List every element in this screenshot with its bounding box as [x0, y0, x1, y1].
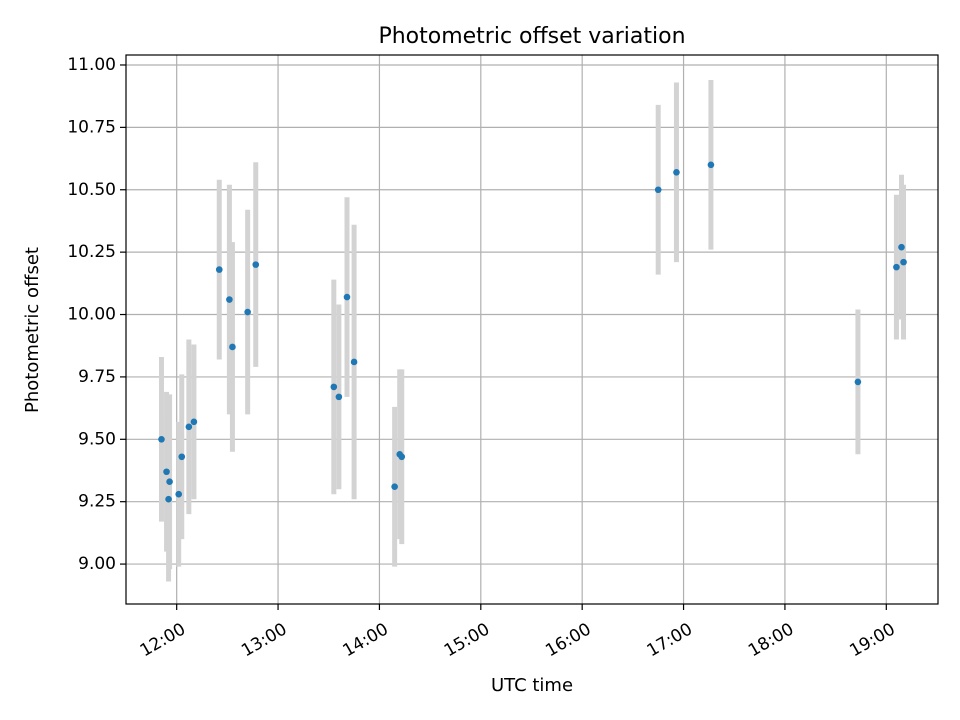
- data-point: [343, 293, 351, 301]
- data-point: [175, 490, 183, 498]
- y-tick-label: 11.00: [67, 55, 116, 75]
- data-point: [854, 378, 862, 386]
- data-point: [707, 161, 715, 169]
- data-point: [898, 243, 905, 251]
- y-axis-ticks: 9.00 9.25 9.50 9.75 10.00 10.25 10.50 10.75 11.0…: [67, 55, 126, 574]
- data-point: [158, 436, 165, 443]
- plot-frame: [125, 54, 939, 605]
- data-point: [654, 186, 662, 194]
- y-tick-label: 10.75: [67, 117, 116, 137]
- y-axis-label: Photometric offset: [22, 247, 43, 413]
- data-point: [215, 266, 223, 273]
- data-point: [244, 308, 251, 316]
- chart-title: Photometric offset variation: [378, 24, 685, 49]
- y-tick-label: 9.25: [78, 492, 116, 512]
- data-point: [163, 468, 170, 476]
- y-tick-label: 10.00: [67, 305, 116, 325]
- data-point: [178, 453, 186, 461]
- x-axis-label: UTC time: [491, 675, 573, 696]
- data-point: [185, 423, 193, 431]
- data-points: [158, 161, 907, 503]
- data-point: [229, 343, 236, 351]
- data-point: [398, 453, 406, 461]
- data-point: [893, 263, 900, 271]
- data-point: [900, 258, 907, 266]
- grid: [126, 55, 938, 604]
- y-tick-label: 10.25: [67, 242, 116, 262]
- data-point: [166, 478, 173, 486]
- y-tick-label: 10.50: [67, 180, 116, 200]
- data-point: [165, 495, 172, 503]
- data-point: [391, 483, 398, 491]
- y-tick-label: 9.50: [78, 429, 116, 449]
- y-tick-label: 9.00: [78, 554, 116, 574]
- data-point: [335, 393, 343, 401]
- data-point: [350, 358, 358, 366]
- data-point: [252, 261, 260, 268]
- data-point: [330, 383, 338, 391]
- data-point: [190, 418, 198, 426]
- data-point: [226, 296, 233, 303]
- y-tick-label: 9.75: [78, 367, 116, 387]
- data-point: [673, 168, 680, 176]
